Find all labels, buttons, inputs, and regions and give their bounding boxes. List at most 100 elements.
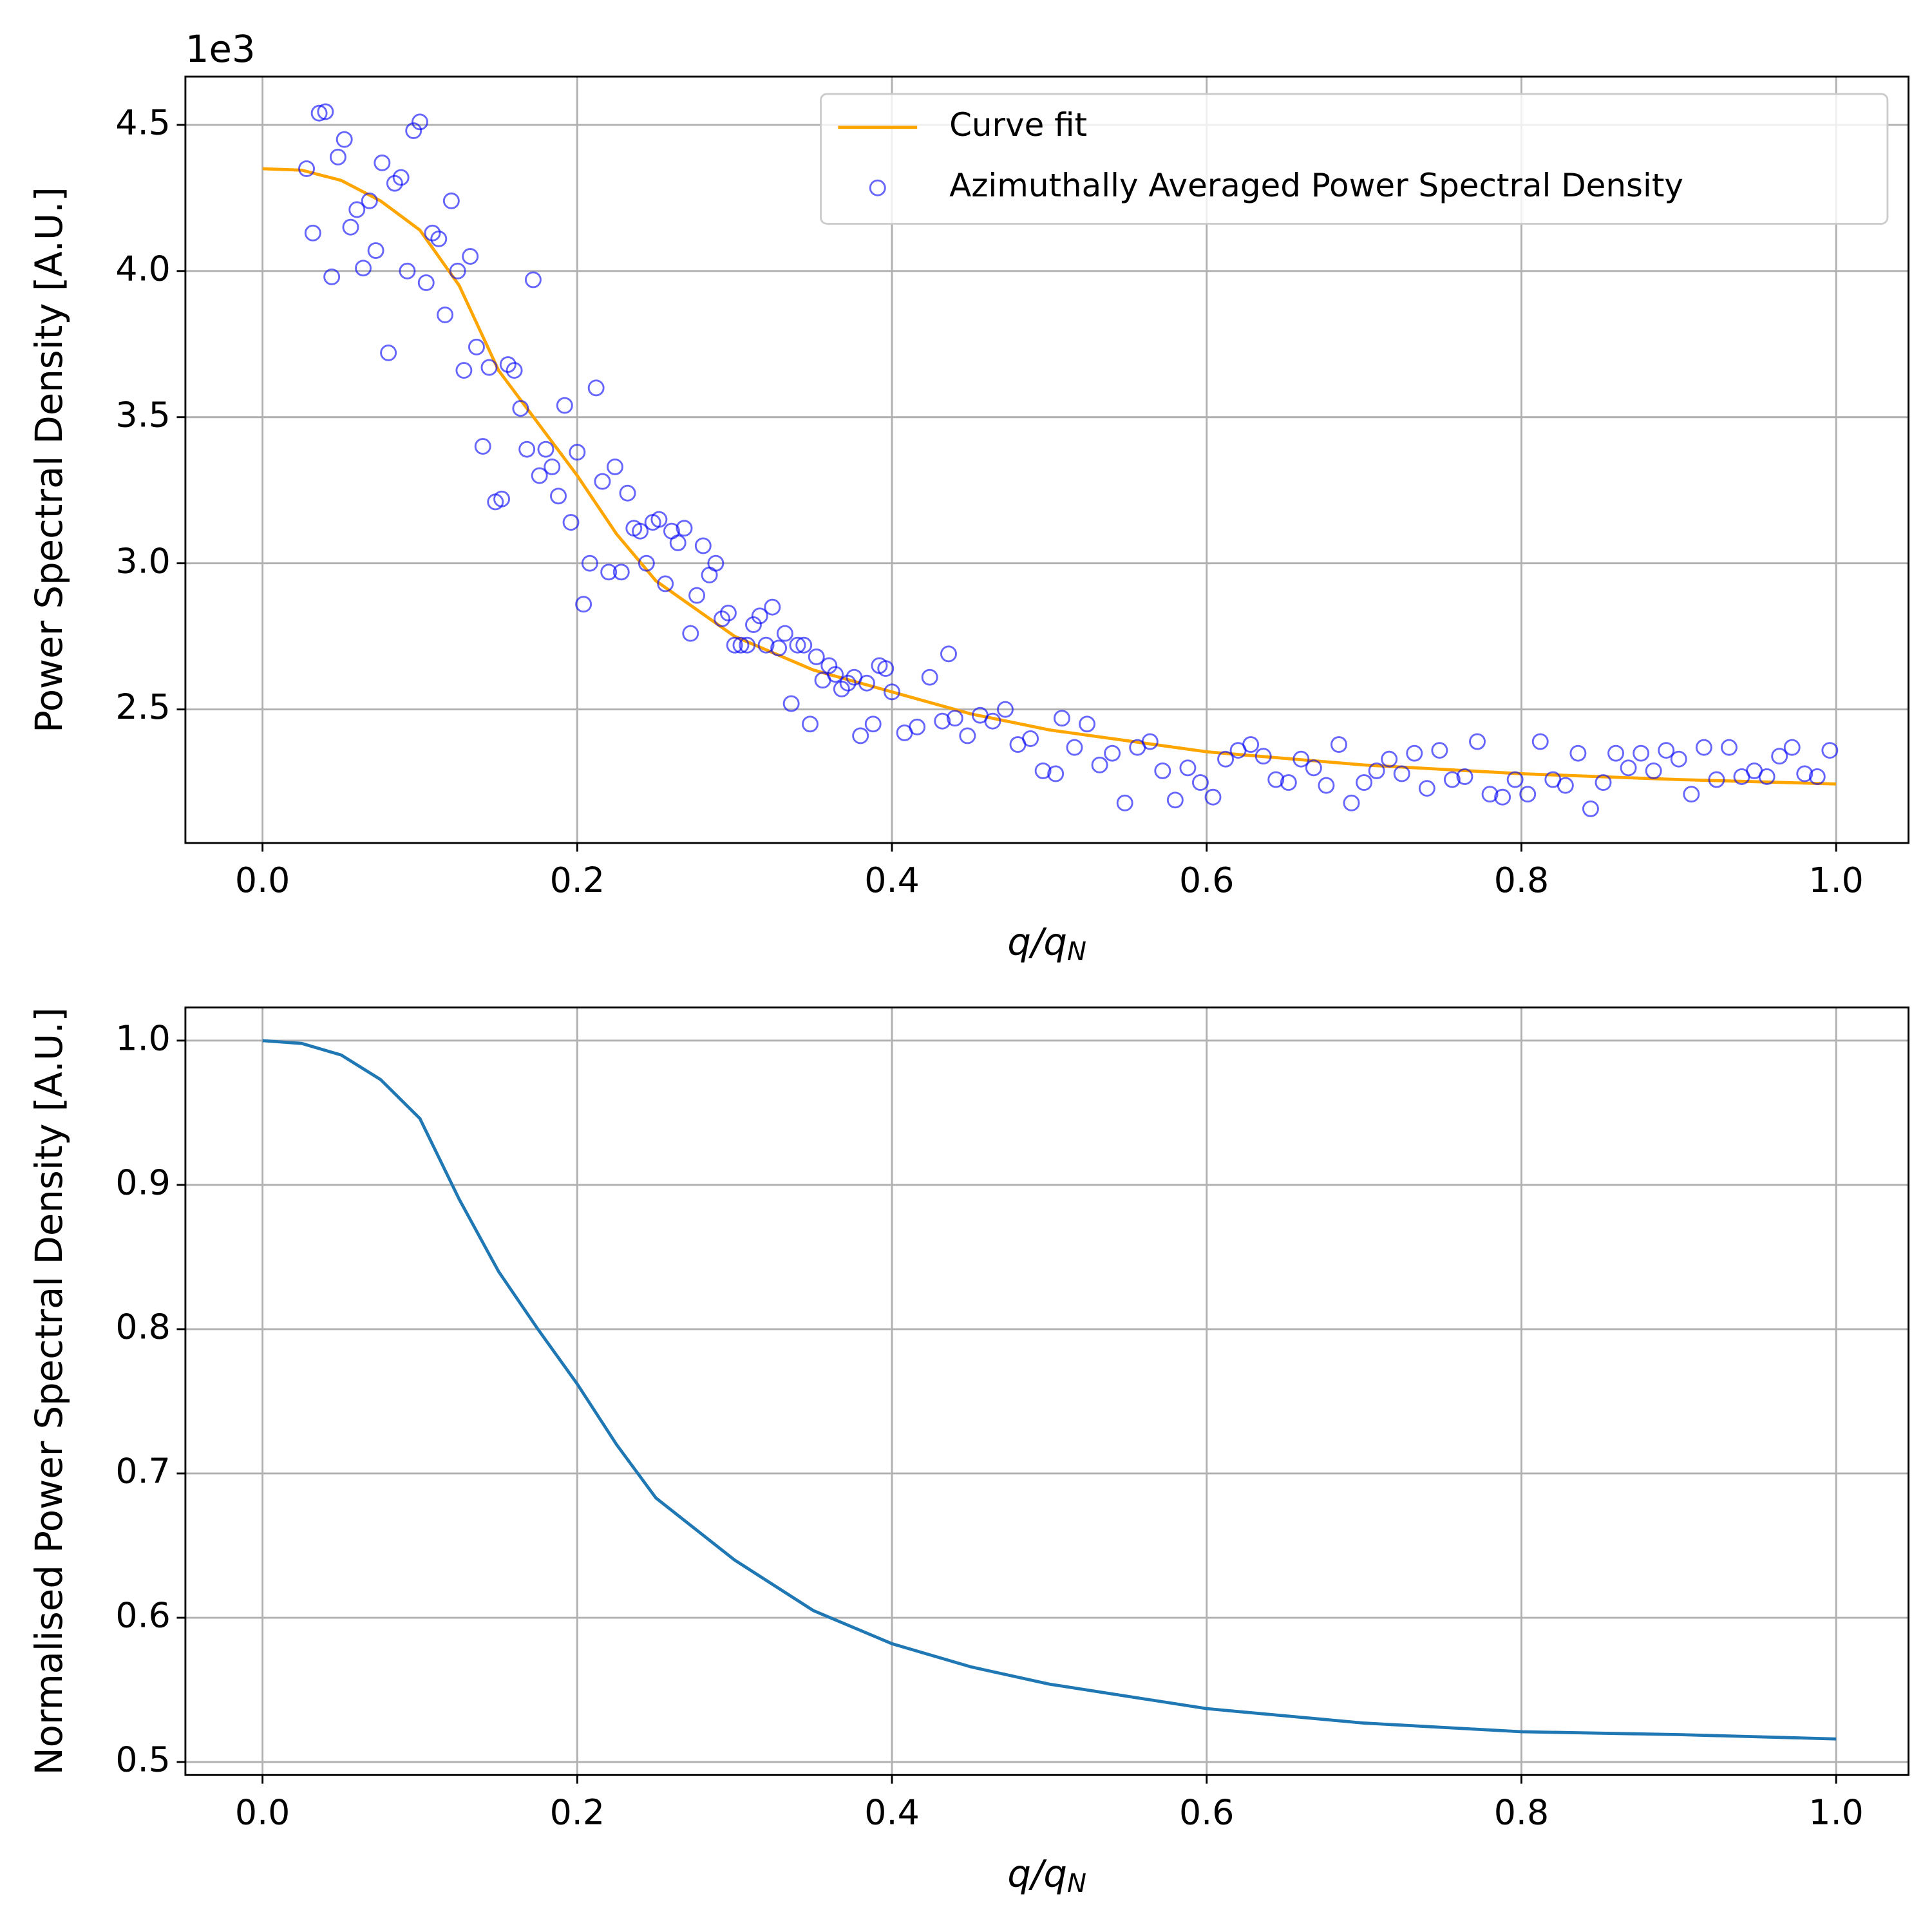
scatter-point (997, 701, 1014, 718)
scatter-point (1356, 774, 1373, 791)
scatter-point (594, 473, 611, 490)
x-axis-label-sub: N (1067, 1868, 1086, 1899)
scatter-point (512, 400, 529, 417)
scatter-point (449, 262, 466, 279)
scatter-point (1331, 736, 1347, 753)
scatter-point (632, 522, 649, 540)
scatter-point (518, 440, 536, 458)
scatter-point (1066, 739, 1083, 756)
scatter-point (480, 359, 498, 376)
y-tick-label: 0.9 (115, 1162, 170, 1203)
scatter-point (562, 514, 580, 531)
scatter-point (884, 683, 900, 701)
scatter-point (852, 727, 869, 744)
scatter-point (940, 645, 957, 663)
scatter-point (506, 362, 523, 379)
scatter-point (329, 148, 346, 166)
scatter-point (688, 587, 705, 604)
scatter-point (367, 242, 384, 260)
scatter-point (304, 224, 321, 242)
scatter-point (1179, 759, 1197, 777)
plot-frame (184, 1006, 1909, 1776)
legend-label: Azimuthally Averaged Power Spectral Dens… (949, 167, 1683, 204)
scatter-point (1595, 774, 1612, 791)
scatter-point (820, 657, 838, 674)
x-axis-label: q/qN (1007, 1852, 1086, 1899)
x-tick-label: 0.4 (864, 860, 919, 900)
scatter-point (581, 554, 598, 572)
scatter-point (550, 488, 567, 505)
scatter-point (1217, 750, 1235, 768)
y-axis-label: Normalised Power Spectral Density [A.U.] (28, 1007, 71, 1775)
scatter-point (764, 598, 781, 616)
scatter-point (342, 218, 359, 236)
scatter-point (310, 104, 328, 122)
scatter-point (1695, 739, 1712, 756)
scatter-point (959, 727, 976, 744)
scatter-point (1318, 777, 1335, 794)
x-tick-label: 0.2 (550, 1792, 605, 1832)
scatter-point (1582, 800, 1599, 817)
scatter-point (827, 666, 844, 683)
scatter-point (1393, 765, 1410, 782)
scatter-point (776, 625, 793, 642)
scatter-point (1293, 750, 1310, 768)
legend-swatch (869, 179, 886, 196)
scatter-point (1431, 742, 1448, 759)
scatter-point (468, 338, 485, 355)
scatter-point (757, 636, 775, 654)
scatter-point (361, 192, 378, 209)
scatter-point (676, 520, 693, 537)
y-tick-label: 3.0 (115, 540, 170, 581)
scatter-point (638, 554, 655, 572)
scatter-point (417, 274, 435, 291)
plot-frame (184, 75, 1909, 844)
scatter-point (587, 379, 605, 397)
scatter-point (726, 636, 743, 654)
scatter-point (455, 362, 473, 379)
scatter-point (858, 674, 875, 692)
x-tick-label: 0.6 (1179, 1792, 1234, 1832)
scatter-point (499, 356, 516, 374)
scatter-point (600, 564, 618, 581)
scatter-point (1557, 777, 1574, 794)
x-tick-label: 0.0 (235, 1792, 290, 1832)
scatter-point (1053, 710, 1070, 727)
scatter-point (1796, 765, 1814, 782)
scatter-point (1519, 786, 1537, 803)
scatter-point (612, 564, 630, 581)
x-axis-label: q/qN (1007, 920, 1086, 967)
y-tick-label: 4.5 (115, 102, 170, 143)
scatter-point (1079, 715, 1095, 733)
scatter-point (374, 154, 391, 171)
x-tick-label: 1.0 (1808, 1792, 1863, 1832)
scatter-point (1456, 768, 1473, 785)
scatter-point (934, 712, 951, 730)
scatter-point (298, 160, 316, 177)
scatter-point (1771, 748, 1788, 765)
x-tick-label: 0.4 (864, 1792, 919, 1832)
scatter-point (682, 625, 699, 642)
y-tick-label: 0.5 (115, 1739, 170, 1780)
scatter-point (399, 262, 416, 279)
x-tick-label: 0.6 (1179, 860, 1234, 900)
scatter-point (348, 201, 366, 218)
scatter-point (1368, 762, 1385, 779)
scatter-point (1280, 774, 1297, 791)
y-tick-label: 4.0 (115, 248, 170, 289)
scatter-point (839, 674, 857, 692)
scatter-point (1620, 759, 1637, 777)
legend-label: Curve fit (949, 106, 1087, 144)
scatter-point (380, 344, 397, 361)
x-axis-label-main: q/q (1007, 920, 1067, 963)
scatter-point (430, 230, 448, 247)
scatter-point (1569, 744, 1587, 762)
scatter-point (745, 616, 762, 633)
scatter-point (537, 440, 554, 458)
scatter-point (909, 718, 926, 735)
x-tick-label: 0.0 (235, 860, 290, 900)
scatter-point (921, 668, 938, 686)
scatter-point (707, 554, 724, 572)
scatter-point (1469, 733, 1486, 750)
